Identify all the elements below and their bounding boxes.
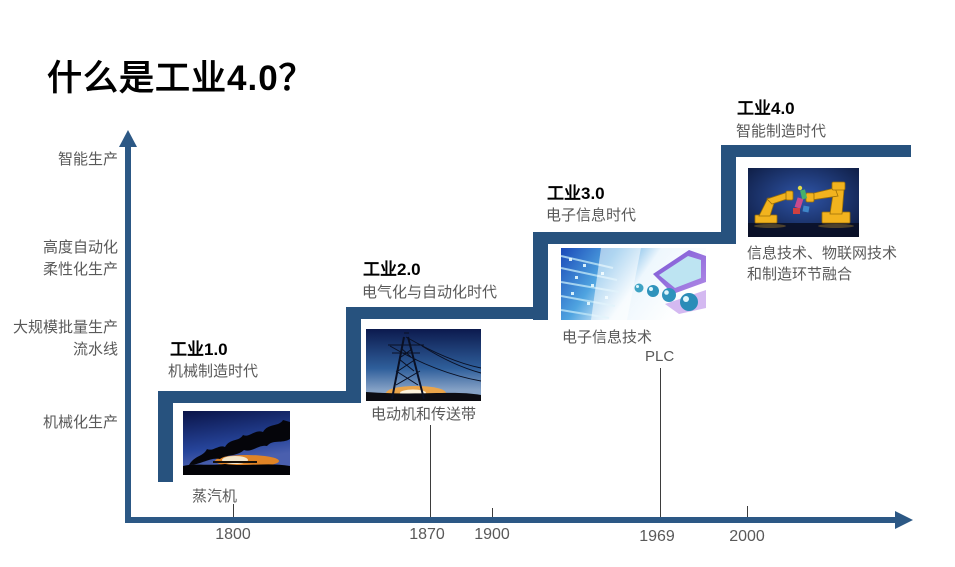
year-label-2000: 2000: [729, 528, 765, 545]
stage3-subtitle: 电子信息时代: [546, 207, 637, 224]
y-axis-arrow-icon: [119, 130, 137, 147]
page-title: 什么是工业4.0？: [47, 59, 315, 98]
stage4-caption: 信息技术、物联网技术和制造环节融合: [747, 245, 898, 283]
staircase-step-2: [346, 307, 548, 319]
year-label-1900: 1900: [474, 526, 510, 543]
tick-1900: [492, 508, 493, 517]
stage4-title: 工业4.0: [737, 99, 795, 118]
y-axis-line: [125, 146, 131, 520]
stage3-title: 工业3.0: [547, 184, 605, 203]
staircase-riser-1: [158, 391, 173, 482]
connector-line-1969: [660, 368, 661, 517]
connector-line-1870: [430, 425, 431, 517]
robot-arms-image: [748, 168, 859, 237]
tick-2000: [747, 506, 748, 517]
steam-engine-image: [183, 411, 290, 475]
stage2-caption: 电动机和传送带: [371, 406, 477, 423]
y-axis-label-flexible-production: 高度自动化 柔性化生产: [42, 239, 118, 278]
year-label-1800: 1800: [215, 526, 251, 543]
staircase-riser-2: [346, 307, 361, 403]
year-label-1870: 1870: [409, 526, 445, 543]
stage2-subtitle: 电气化与自动化时代: [362, 284, 498, 301]
digital-information-image: [561, 248, 706, 320]
stage3-caption: 电子信息技术: [562, 329, 653, 346]
y-axis-label-mass-production: 大规模批量生产 流水线: [12, 319, 118, 358]
y-axis-label-mechanized-production: 机械化生产: [42, 414, 118, 431]
stage3-caption-plc: PLC: [645, 348, 675, 365]
x-axis-arrow-icon: [895, 511, 913, 529]
staircase-riser-4: [721, 145, 736, 244]
x-axis-line: [125, 517, 896, 523]
power-tower-image: [366, 329, 481, 401]
y-axis-label-intelligent-production: 智能生产: [57, 151, 118, 168]
stage1-title: 工业1.0: [170, 340, 228, 359]
stage1-subtitle: 机械制造时代: [168, 363, 259, 380]
staircase-step-3: [533, 232, 736, 244]
staircase-step-1: [158, 391, 361, 403]
stage2-title: 工业2.0: [363, 260, 421, 279]
year-label-1969: 1969: [639, 528, 675, 545]
stage1-caption: 蒸汽机: [192, 488, 238, 505]
tick-1800: [233, 504, 234, 517]
stage4-subtitle: 智能制造时代: [736, 123, 827, 140]
staircase-riser-3: [533, 232, 548, 320]
staircase-step-4: [721, 145, 911, 157]
